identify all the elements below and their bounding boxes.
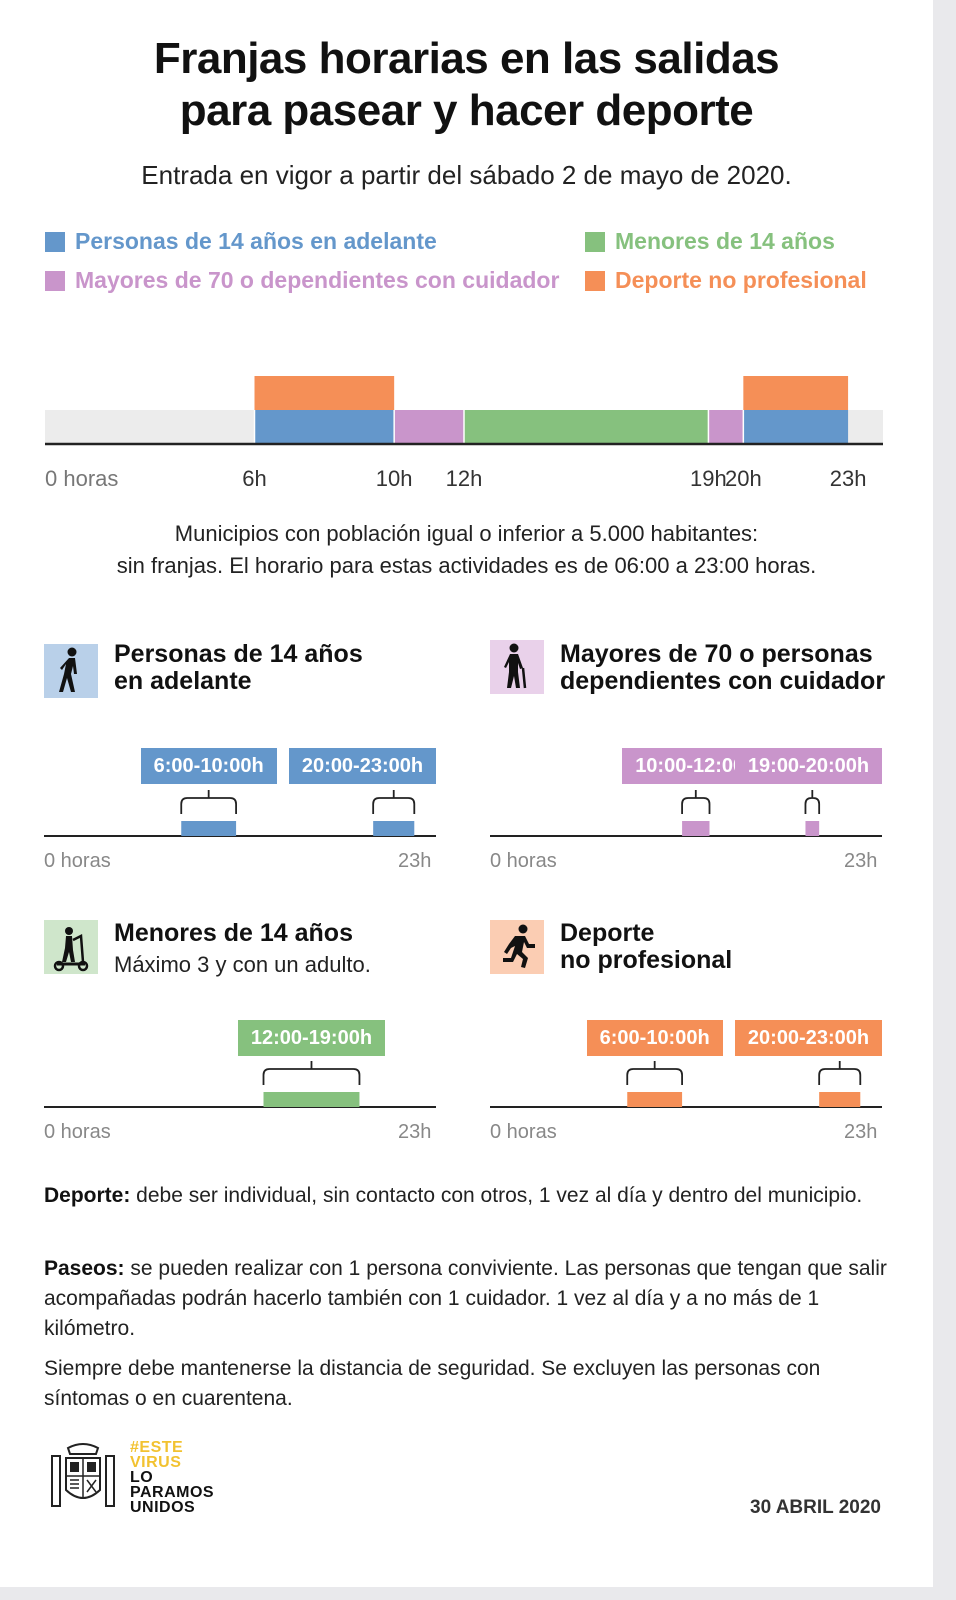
panel-axis-left-label: 0 horas	[490, 850, 557, 872]
child-scooter-icon	[44, 920, 98, 974]
note-paseos-text: se pueden realizar con 1 persona convivi…	[44, 1257, 887, 1340]
panel-timeline	[490, 1061, 882, 1108]
legend-item-elderly: Mayores de 70 o dependientes con cuidado…	[45, 267, 559, 294]
timeline-tick-label: 6h	[242, 466, 267, 491]
hashtag-line1: #ESTE	[130, 1439, 184, 1456]
note-distancia: Siempre debe mantenerse la distancia de …	[44, 1357, 821, 1410]
timeline-tick-label: 23h	[829, 466, 867, 491]
timeline-tick-label: 0 horas	[45, 466, 119, 491]
panel-axis-right-label: 23h	[398, 1121, 432, 1143]
hashtag-line4: PARAMOS	[130, 1484, 215, 1501]
panel-range-label: 20:00-23:00h	[735, 1020, 882, 1056]
municipios-note-line2: sin franjas. El horario para estas activ…	[116, 553, 817, 578]
panel-range-bar	[627, 1092, 683, 1107]
panel-axis-left-label: 0 horas	[44, 1121, 111, 1143]
timeline-segment	[394, 410, 464, 443]
timeline-segment	[254, 376, 395, 410]
panel-timeline	[490, 790, 882, 837]
legend-item-sport: Deporte no profesional	[585, 267, 867, 294]
note-deporte: Deporte: debe ser individual, sin contac…	[44, 1181, 894, 1211]
panel-elderly-title1: Mayores de 70 o personas	[560, 640, 873, 668]
publication-date: 30 ABRIL 2020	[750, 1497, 881, 1518]
panel-timeline	[44, 1061, 436, 1108]
legend-item-adults: Personas de 14 años en adelante	[45, 228, 437, 255]
panel-range-bar	[805, 821, 820, 836]
panel-sport-title1: Deporte	[560, 919, 655, 947]
timeline-tick-label: 20h	[724, 466, 762, 491]
page-title-line1: Franjas horarias en las salidas	[153, 34, 780, 83]
hashtag-line3: LO	[130, 1469, 154, 1486]
note-deporte-label: Deporte:	[44, 1184, 131, 1207]
panel-axis-right-label: 23h	[844, 850, 878, 872]
panel-sport-title2: no profesional	[560, 946, 733, 974]
panel-axis-right-label: 23h	[844, 1121, 878, 1143]
spain-coat-of-arms-icon	[48, 1440, 118, 1512]
panel-range-bracket	[180, 790, 237, 814]
panel-range-label: 6:00-10:00h	[586, 1020, 723, 1056]
panel-elderly-title2: dependientes con cuidador	[560, 667, 886, 695]
panel-range-label: 6:00-10:00h	[140, 748, 277, 784]
legend-label: Menores de 14 años	[615, 228, 835, 254]
infographic-card: Franjas horarias en las salidas para pas…	[0, 0, 933, 1587]
panel-range-bracket	[372, 790, 416, 814]
hashtag-line2: VIRUS	[130, 1454, 182, 1471]
timeline-tick-label: 10h	[375, 466, 413, 491]
walking-person-icon	[44, 644, 98, 698]
timeline-segment	[254, 410, 395, 443]
panel-range-bracket	[681, 790, 711, 814]
legend-swatch-green	[585, 231, 605, 252]
panel-range-bracket	[804, 790, 821, 814]
panel-range-bar	[682, 821, 710, 836]
page-subtitle: Entrada en vigor a partir del sábado 2 d…	[141, 160, 792, 190]
timeline-segment	[743, 376, 849, 410]
municipios-note-line1: Municipios con población igual o inferio…	[174, 521, 759, 546]
timeline-segment	[743, 410, 849, 443]
panel-children-title1: Menores de 14 años	[114, 919, 353, 947]
timeline-tick-label: 19h	[690, 466, 727, 491]
timeline-tick-label: 12h	[445, 466, 483, 491]
panel-range-label: 19:00-20:00h	[735, 748, 882, 784]
panel-range-bar	[263, 1092, 360, 1107]
running-person-icon	[490, 920, 544, 974]
panel-range-label: 12:00-19:00h	[237, 1020, 385, 1056]
legend-swatch-orange	[585, 270, 605, 291]
legend-swatch-purple	[45, 270, 65, 291]
note-deporte-text: debe ser individual, sin contacto con ot…	[130, 1184, 863, 1207]
elderly-with-cane-icon	[490, 640, 544, 694]
timeline-segment	[708, 410, 744, 443]
legend-label: Mayores de 70 o dependientes con cuidado…	[75, 267, 560, 293]
panel-range-bar	[373, 821, 415, 836]
panel-range-bracket	[262, 1061, 361, 1085]
page-title-line2: para pasear y hacer deporte	[179, 86, 754, 135]
panel-range-bracket	[818, 1061, 862, 1085]
note-paseos-label: Paseos:	[44, 1257, 125, 1280]
legend-label: Deporte no profesional	[615, 267, 867, 293]
panel-range-bracket	[626, 1061, 683, 1085]
note-paseos: Paseos: se pueden realizar con 1 persona…	[44, 1254, 894, 1344]
legend-label: Personas de 14 años en adelante	[75, 228, 437, 254]
panel-adults-title2: en adelante	[114, 667, 252, 695]
timeline-segment	[464, 410, 709, 443]
hashtag-logo: #ESTE VIRUS LO PARAMOS UNIDOS	[130, 1439, 215, 1516]
panel-range-bar	[181, 821, 237, 836]
panel-axis-left-label: 0 horas	[44, 850, 111, 872]
panel-axis-left-label: 0 horas	[490, 1121, 557, 1143]
main-timeline-chart	[45, 376, 883, 446]
panel-range-bar	[819, 1092, 861, 1107]
hashtag-line5: UNIDOS	[130, 1499, 196, 1516]
panel-children-subtitle: Máximo 3 y con un adulto.	[114, 952, 371, 977]
legend-swatch-blue	[45, 231, 65, 252]
panel-range-label: 20:00-23:00h	[289, 748, 436, 784]
legend-item-children: Menores de 14 años	[585, 228, 835, 255]
panel-axis-right-label: 23h	[398, 850, 432, 872]
panel-timeline	[44, 790, 436, 837]
panel-adults-title1: Personas de 14 años	[114, 640, 363, 668]
